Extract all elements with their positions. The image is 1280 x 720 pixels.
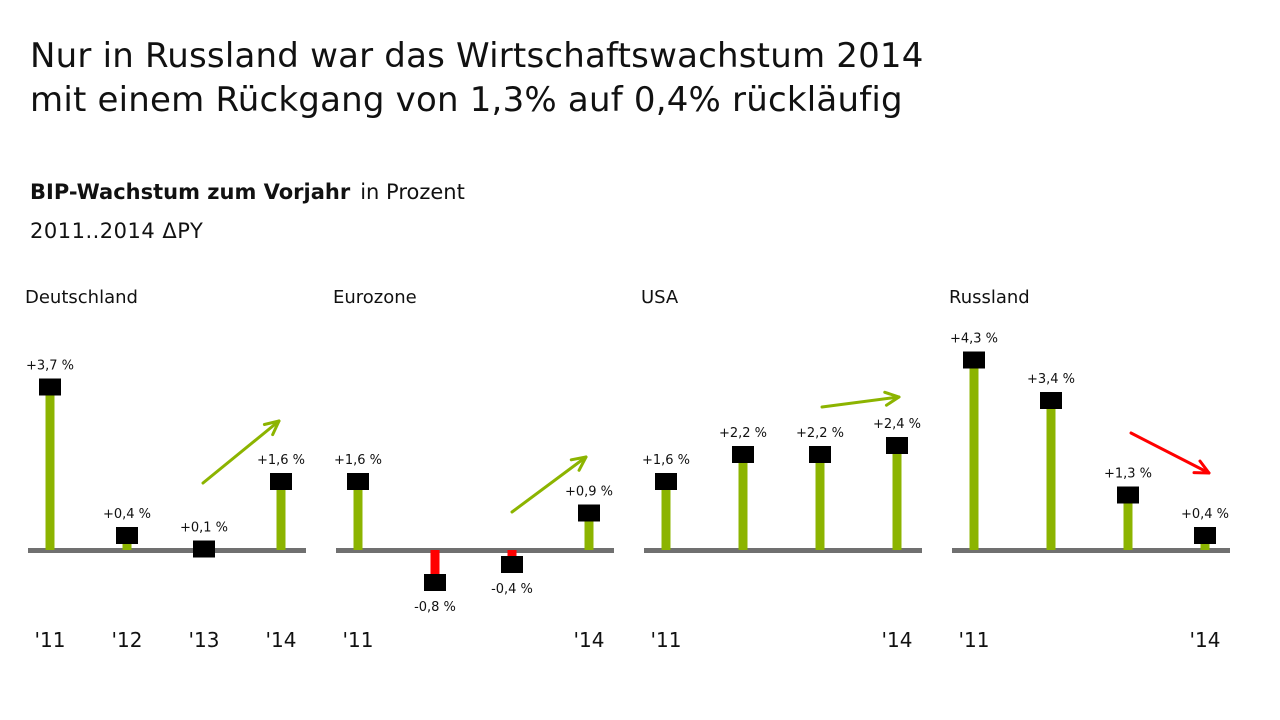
baseline-eurozone [336,548,614,553]
data-label-usa-0: +1,6 % [642,453,690,468]
trend-arrow-deutschland-head [262,419,281,437]
marker-usa-3 [886,437,908,454]
measure-label: BIP-Wachstum zum Vorjahr [30,180,351,204]
marker-usa-1 [732,446,754,463]
trend-arrow-usa-head [883,390,901,407]
marker-deutschland-2 [193,540,215,558]
marker-russland-0 [963,351,985,369]
bar-eurozone-3 [584,509,594,550]
bar-russland-0 [969,356,979,550]
x-tick-label-usa-0: '11 [651,628,682,652]
x-tick-label-russland-0: '11 [959,628,990,652]
data-label-usa-1: +2,2 % [719,426,767,441]
x-tick-label-eurozone-0: '11 [343,628,374,652]
bar-usa-0 [661,478,671,550]
panel-title-deutschland: Deutschland [25,287,138,308]
x-tick-label-deutschland-2: '13 [189,628,220,652]
marker-deutschland-0 [39,378,61,396]
baseline-russland [952,548,1230,553]
data-label-deutschland-3: +1,6 % [257,453,305,468]
marker-deutschland-1 [116,527,138,544]
data-label-eurozone-2: -0,4 % [491,582,533,597]
bar-usa-2 [815,451,825,550]
trend-arrow-russland-head [1192,459,1211,475]
bar-eurozone-0 [353,478,363,550]
data-label-usa-3: +2,4 % [873,417,921,432]
headline: Nur in Russland war das Wirtschaftswachs… [30,34,924,122]
data-label-eurozone-3: +0,9 % [565,485,613,500]
data-label-russland-0: +4,3 % [950,332,998,347]
marker-eurozone-2 [501,556,523,573]
panel-title-eurozone: Eurozone [333,287,417,308]
data-label-eurozone-1: -0,8 % [414,600,456,615]
data-label-eurozone-0: +1,6 % [334,453,382,468]
x-tick-label-deutschland-1: '12 [112,628,143,652]
period-label: 2011..2014 ΔPY [30,219,204,243]
data-label-deutschland-0: +3,7 % [26,359,74,374]
marker-eurozone-3 [578,504,600,522]
bar-usa-1 [738,451,748,550]
data-label-russland-1: +3,4 % [1027,372,1075,387]
bar-eurozone-1 [430,550,440,586]
unit-label: in Prozent [360,180,465,204]
x-tick-label-deutschland-3: '14 [266,628,297,652]
marker-russland-1 [1040,392,1062,409]
trend-arrow-usa-shaft [820,395,901,409]
x-tick-label-deutschland-0: '11 [35,628,66,652]
marker-eurozone-1 [424,574,446,591]
data-label-russland-2: +1,3 % [1104,467,1152,482]
panel-title-russland: Russland [949,287,1030,308]
bar-usa-3 [892,442,902,550]
trend-arrow-deutschland-shaft [201,419,281,485]
data-label-deutschland-1: +0,4 % [103,507,151,522]
headline-line-1: Nur in Russland war das Wirtschaftswachs… [30,36,924,76]
x-tick-label-eurozone-3: '14 [574,628,605,652]
headline-line-2: mit einem Rückgang von 1,3% auf 0,4% rüc… [30,80,903,120]
trend-arrow-eurozone-head [569,455,588,472]
data-label-deutschland-2: +0,1 % [180,521,228,536]
baseline-deutschland [28,548,306,553]
data-label-russland-3: +0,4 % [1181,507,1229,522]
x-tick-label-russland-3: '14 [1190,628,1221,652]
trend-arrow-eurozone-shaft [510,455,588,514]
marker-russland-3 [1194,527,1216,544]
baseline-usa [644,548,922,553]
bar-russland-1 [1046,397,1056,550]
trend-arrow-russland-shaft [1129,431,1211,475]
bar-russland-2 [1123,491,1133,550]
bar-deutschland-0 [45,383,55,550]
marker-usa-0 [655,473,677,490]
chart-subtitle: BIP-Wachstum zum Vorjahr in Prozent [30,180,465,204]
marker-eurozone-0 [347,473,369,490]
panel-title-usa: USA [641,287,679,308]
bar-deutschland-3 [276,478,286,550]
marker-deutschland-3 [270,473,292,490]
marker-russland-2 [1117,486,1139,504]
marker-usa-2 [809,446,831,463]
data-label-usa-2: +2,2 % [796,426,844,441]
x-tick-label-usa-3: '14 [882,628,913,652]
